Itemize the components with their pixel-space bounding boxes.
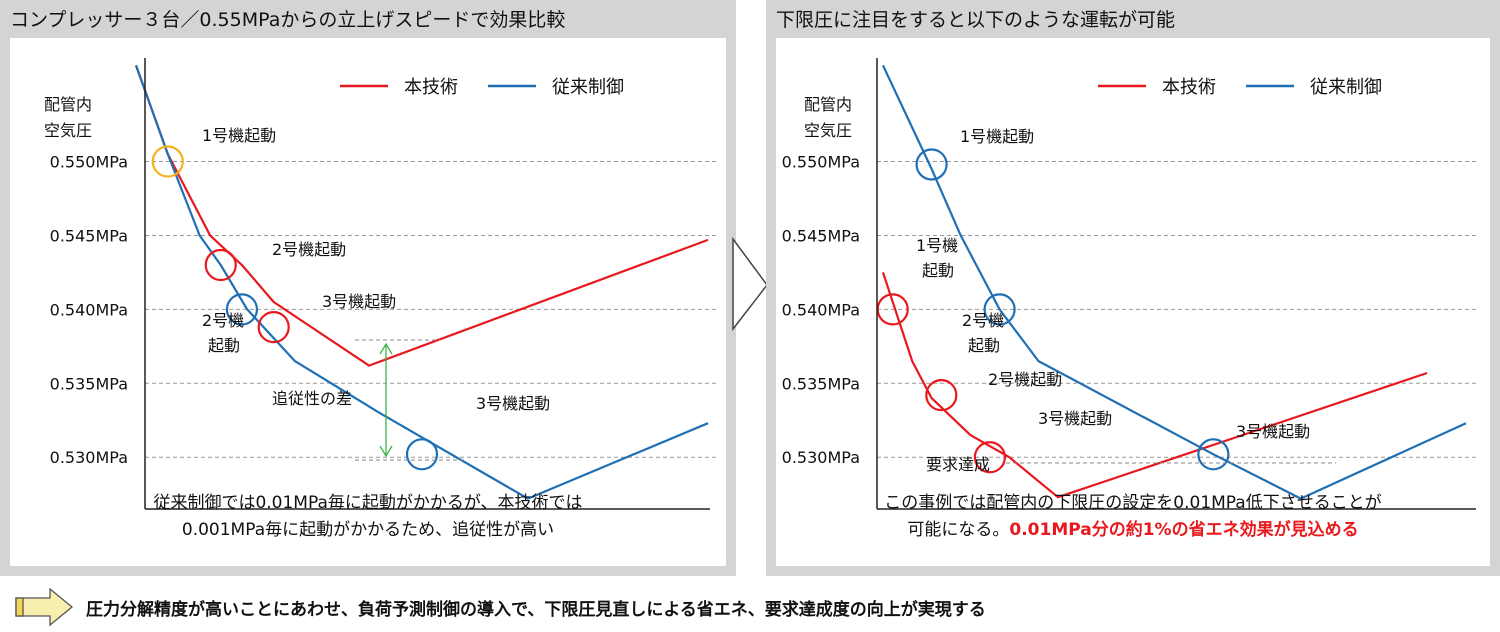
left-caption-line1: 従来制御では0.01MPa毎に起動がかかるが、本技術では	[10, 490, 726, 517]
right-annotation-unit1-start-conventional: 1号機起動	[960, 127, 1034, 146]
left-y-tick-label: 0.535MPa	[50, 374, 128, 393]
right-annotation-unit3-start-conventional: 3号機起動	[1236, 422, 1310, 441]
left-y-tick-label: 0.530MPa	[50, 448, 128, 467]
left-gridlines	[145, 162, 716, 458]
right-caption-highlight: 0.01MPa分の約1%の省エネ効果が見込める	[1009, 520, 1358, 540]
left-annotation-unit2-line1: 2号機	[202, 311, 244, 330]
left-plot-area: 0.550MPa 0.545MPa 0.540MPa 0.535MPa 0.530MPa…	[10, 38, 726, 566]
left-annotation-unit1-start: 1号機起動	[202, 126, 276, 145]
right-y-tick-label: 0.545MPa	[782, 226, 860, 245]
left-caption: 従来制御では0.01MPa毎に起動がかかるが、本技術では 0.001MPa毎に起…	[10, 490, 726, 544]
right-plot-area: 0.550MPa 0.545MPa 0.540MPa 0.535MPa 0.530MPa…	[776, 38, 1490, 566]
right-ylabel-line2: 空気圧	[804, 121, 852, 140]
left-ylabel-line2: 空気圧	[44, 121, 92, 140]
right-caption-line2: 可能になる。0.01MPa分の約1%の省エネ効果が見込める	[776, 517, 1490, 544]
right-y-tick-label: 0.540MPa	[782, 300, 860, 319]
right-caption: この事例では配管内の下限圧の設定を0.01MPa低下させることが 可能になる。0…	[776, 490, 1490, 544]
right-gridlines	[877, 162, 1476, 458]
footer-summary: 圧力分解精度が高いことにあわせ、負荷予測制御の導入で、下限圧見直しによる省エネ、…	[86, 595, 986, 620]
left-annotation-tracking-gap: 追従性の差	[272, 389, 352, 408]
right-annotation-unit2-start-proposed: 2号機起動	[988, 370, 1062, 389]
left-annotation-unit2-start-proposed: 2号機起動	[272, 240, 346, 259]
left-gap-arrow	[355, 340, 465, 460]
left-event-marker	[407, 439, 437, 469]
left-ylabel-line1: 配管内	[44, 95, 92, 114]
left-y-tick-label: 0.545MPa	[50, 226, 128, 245]
right-annotation-requirement-met: 要求達成	[926, 455, 990, 474]
right-ylabel-line1: 配管内	[804, 95, 852, 114]
left-panel: コンプレッサー３台／0.55MPaからの立上げスピードで効果比較 0.550MP…	[0, 0, 736, 576]
left-annotation-unit2-line2: 起動	[208, 336, 240, 355]
left-legend-label-proposed: 本技術	[404, 77, 458, 98]
right-legend-label-conventional: 従来制御	[1310, 77, 1382, 98]
right-panel-title: 下限圧に注目をすると以下のような運転が可能	[776, 5, 1175, 32]
left-y-tick-label: 0.540MPa	[50, 300, 128, 319]
right-annotation-unit2-line2: 起動	[968, 336, 1000, 355]
right-annotation-unit3-start-proposed: 3号機起動	[1038, 409, 1112, 428]
left-legend-label-conventional: 従来制御	[552, 77, 624, 98]
right-y-tick-label: 0.535MPa	[782, 374, 860, 393]
left-y-ticks: 0.550MPa 0.545MPa 0.540MPa 0.535MPa 0.530MPa	[50, 153, 128, 468]
right-annotation-unit1-line2: 起動	[922, 261, 954, 280]
right-legend-label-proposed: 本技術	[1162, 77, 1216, 98]
right-y-tick-label: 0.550MPa	[782, 153, 860, 172]
left-annotation-unit3-start-proposed: 3号機起動	[322, 292, 396, 311]
left-caption-line2: 0.001MPa毎に起動がかかるため、追従性が高い	[10, 517, 726, 544]
right-chart: 0.550MPa 0.545MPa 0.540MPa 0.535MPa 0.530MPa…	[776, 38, 1490, 566]
right-y-tick-label: 0.530MPa	[782, 448, 860, 467]
right-caption-line2-text: 可能になる。	[907, 520, 1009, 540]
right-y-ticks: 0.550MPa 0.545MPa 0.540MPa 0.535MPa 0.530MPa	[782, 153, 860, 468]
right-panel: 下限圧に注目をすると以下のような運転が可能 0.550MPa 0.545MPa 0.…	[766, 0, 1500, 576]
right-annotation-unit1-line1: 1号機	[916, 236, 958, 255]
left-y-tick-label: 0.550MPa	[50, 153, 128, 172]
left-chart: 0.550MPa 0.545MPa 0.540MPa 0.535MPa 0.530MPa…	[10, 38, 726, 566]
chevron-right-icon	[731, 237, 771, 333]
right-annotation-unit2-line1: 2号機	[962, 311, 1004, 330]
right-event-marker	[917, 149, 947, 179]
left-panel-title: コンプレッサー３台／0.55MPaからの立上げスピードで効果比較	[10, 5, 565, 32]
right-caption-line1: この事例では配管内の下限圧の設定を0.01MPa低下させることが	[776, 490, 1490, 517]
arrow-right-icon	[14, 587, 76, 627]
left-annotation-unit3-start-conventional: 3号機起動	[476, 394, 550, 413]
